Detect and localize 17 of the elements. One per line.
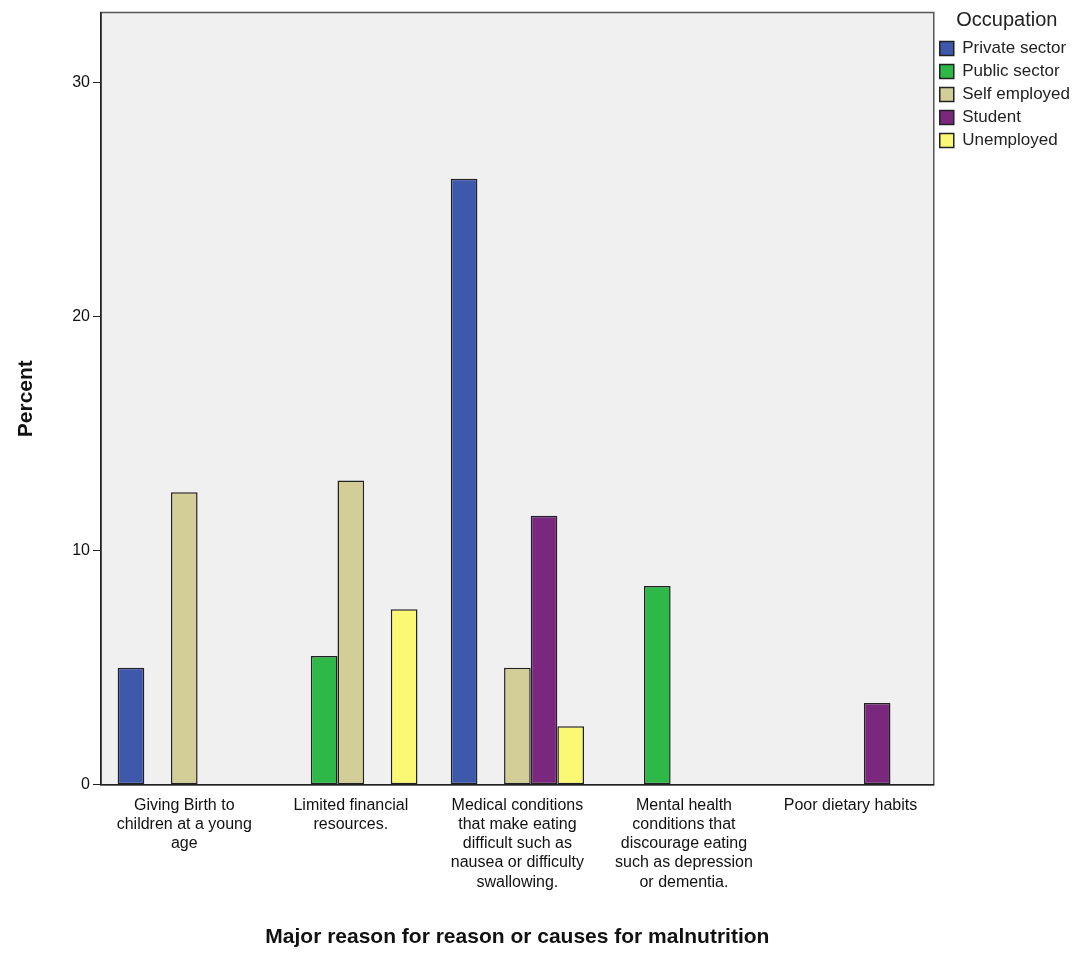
legend-label: Unemployed — [962, 130, 1058, 150]
legend-label: Self employed — [962, 84, 1071, 104]
legend-title: Occupation — [956, 7, 1058, 30]
x-tick-label: Mental health conditions that discourage eating such as depression or dementia. — [615, 795, 753, 890]
x-axis-title: Major reason for reason or causes for malnutrition — [265, 924, 770, 948]
x-tick-label: Limited financial resources. — [293, 795, 409, 833]
y-tick-label: 0 — [81, 775, 91, 793]
y-tick-label: 10 — [72, 541, 91, 559]
x-tick-label: Poor dietary habits — [783, 795, 918, 813]
y-axis-title: Percent — [13, 360, 37, 438]
x-tick-label: Giving Birth to children at a young age — [116, 795, 252, 852]
y-tick-label: 20 — [72, 307, 91, 325]
legend-label: Private sector — [962, 38, 1067, 58]
legend-label: Public sector — [962, 61, 1060, 81]
y-tick-label: 30 — [72, 73, 91, 91]
x-tick-label: Medical conditions that make eating difficult such as nausea or difficulty swallowing. — [450, 795, 584, 890]
legend-label: Student — [962, 107, 1022, 127]
